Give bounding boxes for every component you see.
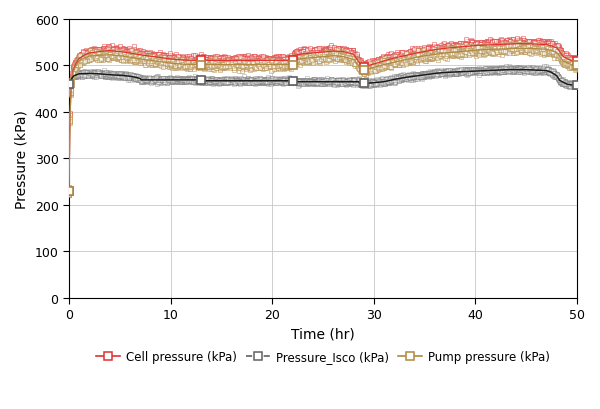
Y-axis label: Pressure (kPa): Pressure (kPa): [15, 110, 29, 208]
X-axis label: Time (hr): Time (hr): [291, 327, 355, 341]
Legend: Cell pressure (kPa), Pressure_Isco (kPa), Pump pressure (kPa): Cell pressure (kPa), Pressure_Isco (kPa)…: [92, 346, 554, 368]
